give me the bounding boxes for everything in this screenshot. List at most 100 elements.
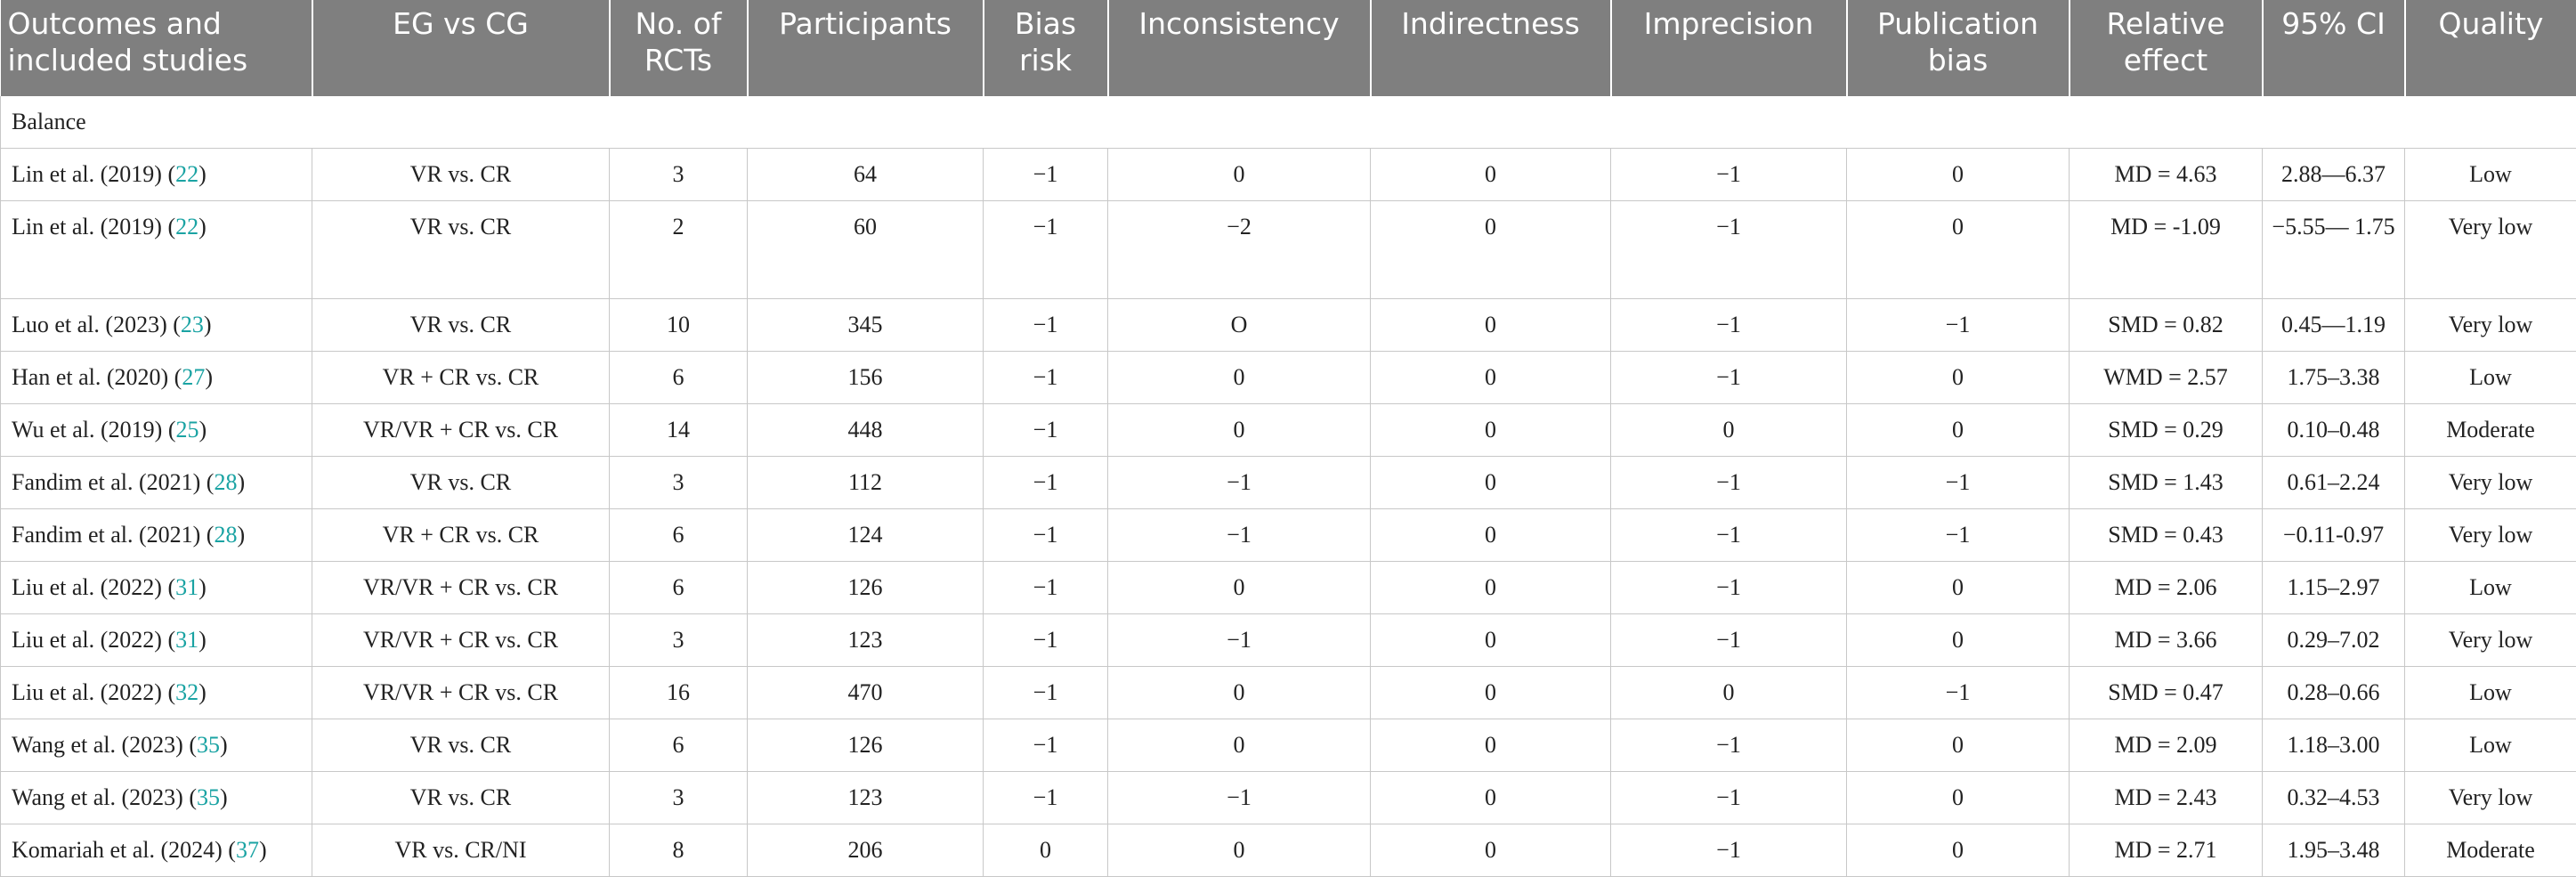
ci-cell: 0.29–7.02 (2263, 614, 2405, 667)
participants-cell: 448 (748, 404, 984, 457)
study-author: Luo et al. (2023) ( (12, 312, 181, 337)
participants-cell: 112 (748, 457, 984, 509)
participants-cell: 123 (748, 614, 984, 667)
table-row: Luo et al. (2023) (23) VR vs. CR 10 345 … (1, 299, 2576, 352)
publication-bias-cell: 0 (1847, 562, 2070, 614)
eg-vs-cg-cell: VR vs. CR (312, 772, 610, 824)
reference-link[interactable]: 37 (236, 837, 259, 863)
study-close: ) (198, 161, 207, 187)
quality-cell: Moderate (2405, 404, 2576, 457)
bias-risk-cell: −1 (984, 352, 1108, 404)
table-row: Komariah et al. (2024) (37) VR vs. CR/NI… (1, 824, 2576, 877)
imprecision-cell: −1 (1611, 299, 1847, 352)
table-row: Fandim et al. (2021) (28) VR + CR vs. CR… (1, 509, 2576, 562)
publication-bias-cell: 0 (1847, 201, 2070, 299)
indirectness-cell: 0 (1371, 509, 1611, 562)
imprecision-cell: 0 (1611, 404, 1847, 457)
ci-cell: 1.18–3.00 (2263, 719, 2405, 772)
publication-bias-cell: −1 (1847, 457, 2070, 509)
table-row: Liu et al. (2022) (31) VR/VR + CR vs. CR… (1, 562, 2576, 614)
indirectness-cell: 0 (1371, 719, 1611, 772)
quality-cell: Very low (2405, 457, 2576, 509)
study-close: ) (237, 469, 245, 495)
table-row: Lin et al. (2019) (22) VR vs. CR 2 60 −1… (1, 201, 2576, 299)
relative-effect-cell: SMD = 0.43 (2070, 509, 2263, 562)
study-cell: Fandim et al. (2021) (28) (1, 509, 312, 562)
reference-link[interactable]: 25 (176, 417, 199, 443)
reference-link[interactable]: 22 (175, 161, 198, 187)
indirectness-cell: 0 (1371, 201, 1611, 299)
publication-bias-cell: 0 (1847, 719, 2070, 772)
study-close: ) (237, 522, 245, 548)
ci-cell: 1.15–2.97 (2263, 562, 2405, 614)
inconsistency-cell: −1 (1108, 772, 1371, 824)
section-label: Balance (1, 96, 2576, 149)
relative-effect-cell: MD = 2.06 (2070, 562, 2263, 614)
participants-cell: 126 (748, 562, 984, 614)
reference-link[interactable]: 27 (182, 364, 205, 390)
inconsistency-cell: 0 (1108, 562, 1371, 614)
publication-bias-cell: −1 (1847, 299, 2070, 352)
quality-cell: Low (2405, 562, 2576, 614)
study-author: Han et al. (2020) ( (12, 364, 182, 390)
publication-bias-cell: 0 (1847, 352, 2070, 404)
publication-bias-cell: −1 (1847, 667, 2070, 719)
header-quality: Quality (2405, 0, 2576, 96)
study-close: ) (199, 417, 207, 443)
bias-risk-cell: −1 (984, 201, 1108, 299)
study-close: ) (198, 574, 207, 600)
header-no-of-rcts: No. of RCTs (610, 0, 748, 96)
participants-cell: 123 (748, 772, 984, 824)
indirectness-cell: 0 (1371, 772, 1611, 824)
header-participants: Participants (748, 0, 984, 96)
imprecision-cell: −1 (1611, 824, 1847, 877)
inconsistency-cell: 0 (1108, 404, 1371, 457)
quality-cell: Low (2405, 667, 2576, 719)
participants-cell: 64 (748, 149, 984, 201)
relative-effect-cell: SMD = 0.29 (2070, 404, 2263, 457)
indirectness-cell: 0 (1371, 562, 1611, 614)
header-outcomes: Outcomes and included studies (1, 0, 312, 96)
study-close: ) (220, 732, 228, 758)
reference-link[interactable]: 31 (175, 574, 198, 600)
rcts-cell: 6 (610, 562, 748, 614)
relative-effect-cell: MD = 2.43 (2070, 772, 2263, 824)
reference-link[interactable]: 28 (214, 469, 237, 495)
participants-cell: 470 (748, 667, 984, 719)
study-cell: Han et al. (2020) (27) (1, 352, 312, 404)
rcts-cell: 8 (610, 824, 748, 877)
table-row: Fandim et al. (2021) (28) VR vs. CR 3 11… (1, 457, 2576, 509)
indirectness-cell: 0 (1371, 457, 1611, 509)
header-bias-risk: Bias risk (984, 0, 1108, 96)
imprecision-cell: −1 (1611, 509, 1847, 562)
study-author: Liu et al. (2022) ( (12, 679, 175, 705)
eg-vs-cg-cell: VR vs. CR (312, 457, 610, 509)
eg-vs-cg-cell: VR/VR + CR vs. CR (312, 562, 610, 614)
study-cell: Wang et al. (2023) (35) (1, 772, 312, 824)
eg-vs-cg-cell: VR/VR + CR vs. CR (312, 667, 610, 719)
bias-risk-cell: −1 (984, 772, 1108, 824)
study-cell: Fandim et al. (2021) (28) (1, 457, 312, 509)
ci-cell: 1.95–3.48 (2263, 824, 2405, 877)
study-close: ) (198, 679, 207, 705)
imprecision-cell: −1 (1611, 614, 1847, 667)
reference-link[interactable]: 31 (175, 627, 198, 653)
ci-cell: 0.45—1.19 (2263, 299, 2405, 352)
bias-risk-cell: −1 (984, 667, 1108, 719)
reference-link[interactable]: 28 (214, 522, 237, 548)
reference-link[interactable]: 22 (175, 214, 198, 240)
publication-bias-cell: 0 (1847, 824, 2070, 877)
eg-vs-cg-cell: VR vs. CR (312, 299, 610, 352)
study-author: Komariah et al. (2024) ( (12, 837, 236, 863)
table-row: Han et al. (2020) (27) VR + CR vs. CR 6 … (1, 352, 2576, 404)
study-close: ) (259, 837, 267, 863)
eg-vs-cg-cell: VR vs. CR/NI (312, 824, 610, 877)
reference-link[interactable]: 32 (175, 679, 198, 705)
reference-link[interactable]: 35 (197, 732, 220, 758)
rcts-cell: 2 (610, 201, 748, 299)
imprecision-cell: −1 (1611, 352, 1847, 404)
reference-link[interactable]: 23 (181, 312, 204, 337)
header-row: Outcomes and included studies EG vs CG N… (1, 0, 2576, 96)
reference-link[interactable]: 35 (197, 784, 220, 810)
